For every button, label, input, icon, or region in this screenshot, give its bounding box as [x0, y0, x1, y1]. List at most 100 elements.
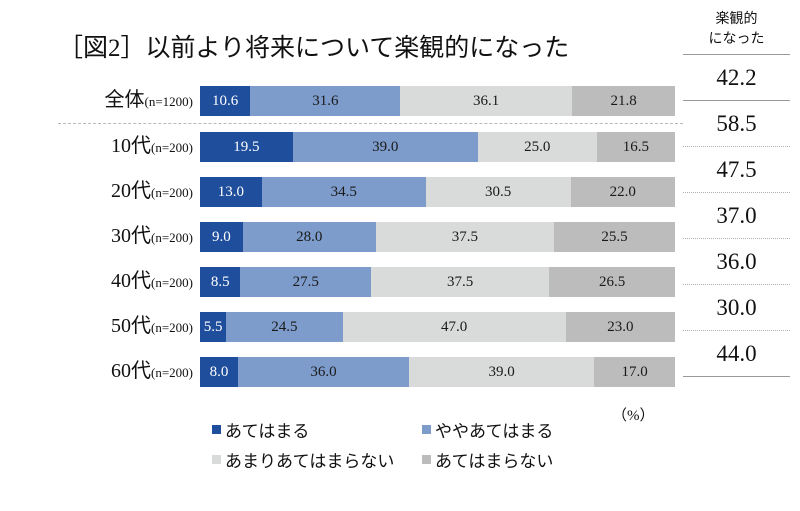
bar-segment-value: 39.0: [372, 138, 399, 155]
bar-segment: 13.0: [200, 177, 262, 207]
percent-unit-note: （%）: [612, 408, 655, 424]
row-sample-size: (n=200): [151, 140, 193, 155]
square-swatch-dark-gray-icon: [422, 454, 431, 464]
stacked-bar: 8.5 27.5 37.5 26.5: [200, 267, 675, 297]
summary-value: 36.0: [716, 249, 757, 274]
bar-segment: 10.6: [200, 86, 251, 116]
bar-segment-value: 5.5: [203, 318, 223, 335]
summary-rule: [683, 376, 790, 377]
bar-segment: 36.0: [238, 357, 409, 387]
bar-segment: 34.5: [261, 177, 426, 207]
bar-segment: 25.0: [477, 132, 597, 162]
bar-segment: 8.0: [200, 357, 238, 387]
bar-segment-value: 28.0: [296, 228, 323, 245]
bar-segment: 9.0: [200, 222, 243, 252]
bar-segment-value: 24.5: [271, 318, 298, 335]
bar-segment-value: 31.6: [312, 92, 339, 109]
bar-segment: 8.5: [200, 267, 241, 297]
summary-rule: [683, 54, 790, 55]
bar-segment: 37.5: [375, 222, 554, 252]
bar-segment: 22.0: [570, 177, 675, 207]
legend-item[interactable]: あてはまる: [212, 417, 422, 442]
bar-segment-value: 27.5: [292, 273, 319, 290]
stacked-bar: 10.6 31.6 36.1 21.8: [200, 86, 676, 116]
chart-legend: あてはまる ややあてはまるあまりあてはまらない あてはまらない: [212, 414, 632, 474]
row-category-name: 20代: [111, 180, 151, 202]
bar-segment-value: 16.5: [622, 138, 649, 155]
bar-segment-value: 30.5: [484, 183, 512, 200]
chart-row: 60代(n=200) 8.0 36.0 39.0 17.0: [0, 349, 800, 394]
summary-value-list: 42.2 58.5 47.5 37.0 36.0 30.0 44.0: [683, 54, 790, 377]
bar-segment: 24.5: [226, 312, 343, 342]
legend-item[interactable]: ややあてはまる: [422, 417, 632, 442]
row-sample-size: (n=200): [151, 320, 193, 335]
bar-segment-value: 36.0: [310, 363, 337, 380]
row-separator: [58, 123, 683, 124]
bar-segment-value: 17.0: [621, 363, 648, 380]
bar-segment-value: 36.1: [473, 92, 500, 109]
square-swatch-dark-blue-icon: [212, 424, 221, 434]
bar-segment-value: 23.0: [607, 318, 634, 335]
row-category-label: 10代(n=200): [0, 124, 193, 169]
bar-segment: 31.6: [250, 86, 401, 116]
row-sample-size: (n=1200): [144, 94, 194, 109]
legend-item[interactable]: あまりあてはまらない: [212, 447, 422, 472]
bar-segment-value: 39.0: [488, 363, 515, 380]
row-category-label: 60代(n=200): [0, 349, 193, 394]
summary-value: 37.0: [716, 203, 757, 228]
legend-item[interactable]: あてはまらない: [422, 447, 632, 472]
bar-segment: 39.0: [409, 357, 595, 387]
stacked-bar-chart: 全体(n=1200) 10.6 31.6 36.1 21.8 10代(n=200) 19.5…: [0, 78, 800, 394]
summary-column-header: 楽観的 になった: [683, 10, 790, 54]
summary-rule: [683, 100, 790, 101]
bar-segment-value: 21.8: [610, 92, 637, 109]
row-category-name: 全体: [104, 89, 145, 111]
chart-row: 20代(n=200) 13.0 34.5 30.5 22.0: [0, 169, 800, 214]
bar-segment-value: 47.0: [441, 318, 468, 335]
bar-segment: 37.5: [371, 267, 550, 297]
bar-segment: 23.0: [565, 312, 675, 342]
bar-segment: 47.0: [342, 312, 566, 342]
row-category-label: 30代(n=200): [0, 214, 193, 259]
row-category-name: 30代: [111, 225, 151, 247]
row-category-label: 全体(n=1200): [0, 78, 194, 123]
chart-row: 50代(n=200) 5.5 24.5 47.0 23.0: [0, 304, 800, 349]
summary-rule: [683, 192, 790, 193]
square-swatch-light-blue-icon: [422, 424, 431, 434]
bar-segment: 28.0: [242, 222, 376, 252]
bar-segment: 16.5: [596, 132, 675, 162]
summary-value: 42.2: [716, 65, 757, 90]
summary-value: 58.5: [716, 111, 757, 136]
legend-label: あてはまる: [225, 421, 310, 441]
stacked-bar: 19.5 39.0 25.0 16.5: [200, 132, 675, 162]
legend-label: あまりあてはまらない: [225, 451, 395, 471]
bar-segment-value: 19.5: [233, 138, 260, 155]
page-title: ［図2］以前より将来について楽観的になった: [58, 35, 570, 62]
legend-label: ややあてはまる: [435, 421, 554, 441]
row-category-name: 40代: [111, 270, 151, 292]
bar-segment-value: 37.5: [451, 228, 478, 245]
bar-segment-value: 13.0: [217, 183, 244, 200]
summary-header-line-2: になった: [708, 32, 765, 47]
chart-row: 10代(n=200) 19.5 39.0 25.0 16.5: [0, 124, 800, 169]
row-category-label: 50代(n=200): [0, 304, 193, 349]
summary-column: 楽観的 になった 42.2 58.5 47.5 37.0 36.0 30.0 44.0: [683, 10, 790, 377]
bar-segment-value: 25.0: [524, 138, 551, 155]
row-category-name: 50代: [111, 315, 151, 337]
summary-value: 44.0: [716, 341, 757, 366]
stacked-bar: 5.5 24.5 47.0 23.0: [200, 312, 675, 342]
row-sample-size: (n=200): [151, 230, 193, 245]
row-category-label: 20代(n=200): [0, 169, 193, 214]
legend-label: あてはまらない: [435, 451, 554, 471]
bar-segment-value: 26.5: [598, 273, 626, 290]
bar-segment: 30.5: [425, 177, 571, 207]
row-category-label: 40代(n=200): [0, 259, 193, 304]
bar-segment-value: 22.0: [609, 183, 636, 200]
summary-rule: [683, 330, 790, 331]
legend-row: あまりあてはまらない あてはまらない: [212, 444, 632, 474]
row-category-name: 10代: [111, 135, 151, 157]
stacked-bar: 8.0 36.0 39.0 17.0: [200, 357, 675, 387]
stacked-bar: 9.0 28.0 37.5 25.5: [200, 222, 675, 252]
bar-segment: 39.0: [292, 132, 478, 162]
